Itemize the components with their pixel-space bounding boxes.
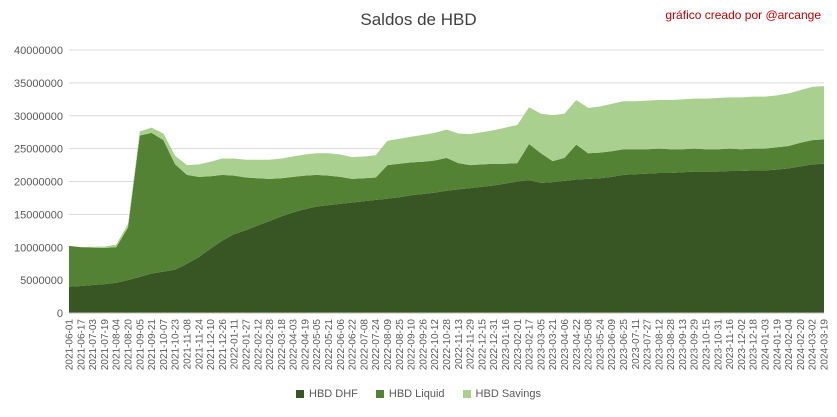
x-tick-label: 2022-08-09	[383, 319, 394, 371]
x-tick-label: 2021-12-10	[206, 319, 217, 371]
legend: HBD DHF HBD Liquid HBD Savings	[0, 388, 837, 400]
x-tick-label: 2022-05-21	[324, 319, 335, 371]
x-tick-label: 2022-02-12	[253, 319, 264, 371]
x-tick-label: 2023-04-06	[560, 319, 571, 371]
area-hbd-savings	[69, 86, 824, 248]
y-tick-label: 15000000	[14, 209, 63, 221]
x-tick-label: 2021-06-01	[65, 319, 76, 371]
x-tick-label: 2023-05-08	[584, 319, 595, 371]
y-tick-label: 30000000	[14, 111, 63, 123]
x-tick-label: 2023-09-13	[678, 319, 689, 371]
area-hbd-liquid	[69, 132, 824, 287]
x-tick-label: 2022-07-08	[359, 319, 370, 371]
x-tick-label: 2022-06-06	[336, 319, 347, 371]
x-tick-label: 2024-02-04	[784, 319, 795, 371]
x-tick-label: 2022-09-10	[407, 319, 418, 371]
x-tick-label: 2021-07-19	[100, 319, 111, 371]
x-tick-label: 2022-10-28	[442, 319, 453, 371]
x-tick-label: 2021-12-26	[218, 319, 229, 371]
y-tick-label: 40000000	[14, 45, 63, 57]
x-tick-label: 2023-03-05	[536, 319, 547, 371]
x-tick-label: 2023-07-27	[643, 319, 654, 371]
x-tick-label: 2023-12-02	[737, 319, 748, 371]
x-tick-label: 2023-06-09	[607, 319, 618, 371]
legend-label: HBD DHF	[309, 388, 358, 400]
x-tick-label: 2021-07-03	[88, 319, 99, 371]
x-tick-label: 2023-10-15	[702, 319, 713, 371]
y-tick-label: 0	[57, 308, 63, 320]
x-tick-label: 2023-03-21	[548, 319, 559, 371]
y-tick-label: 10000000	[14, 242, 63, 254]
x-tick-label: 2023-11-16	[725, 319, 736, 370]
x-tick-label: 2021-08-20	[123, 319, 134, 371]
legend-label: HBD Savings	[475, 388, 541, 400]
x-tick-label: 2022-10-12	[430, 319, 441, 371]
legend-swatch	[296, 390, 305, 398]
x-tick-label: 2024-02-20	[796, 319, 807, 371]
x-tick-label: 2022-04-03	[289, 319, 300, 371]
chart-title: Saldos de HBD	[360, 10, 477, 29]
x-tick-label: 2023-05-24	[595, 319, 606, 371]
x-axis: 2021-06-01 2021-06-17 2021-07-03 2021-07-19…	[65, 312, 831, 371]
x-tick-label: 2022-06-22	[348, 319, 359, 371]
x-tick-label: 2022-09-26	[418, 319, 429, 371]
y-axis: 0 5000000 10000000 15000000 20000000 25000000…	[14, 45, 63, 320]
x-tick-label: 2023-08-12	[654, 319, 665, 371]
x-tick-label: 2024-03-02	[808, 319, 819, 371]
legend-swatch	[462, 390, 471, 398]
x-tick-label: 2023-02-17	[525, 319, 536, 371]
x-tick-label: 2021-09-05	[135, 319, 146, 371]
x-tick-label: 2024-03-19	[820, 319, 831, 371]
x-tick-label: 2022-02-28	[265, 319, 276, 371]
legend-swatch	[375, 390, 384, 398]
x-tick-label: 2023-10-31	[713, 319, 724, 371]
x-tick-label: 2022-12-31	[489, 319, 500, 371]
x-tick-label: 2023-04-22	[572, 319, 583, 371]
x-tick-label: 2021-11-08	[182, 319, 193, 370]
x-tick-label: 2022-11-13	[454, 319, 465, 370]
area-hbd-dhf	[69, 163, 824, 313]
legend-label: HBD Liquid	[388, 388, 445, 400]
x-tick-label: 2024-01-19	[772, 319, 783, 371]
x-tick-label: 2022-05-05	[312, 319, 323, 371]
x-tick-label: 2023-01-16	[501, 319, 512, 371]
chart-credit: gráfico creado por @arcange	[665, 8, 821, 22]
x-tick-label: 2021-10-07	[159, 319, 170, 371]
x-tick-label: 2021-08-04	[112, 319, 123, 371]
y-tick-label: 25000000	[14, 144, 63, 156]
x-tick-label: 2022-11-29	[466, 319, 477, 370]
x-tick-label: 2021-09-21	[147, 319, 158, 371]
x-tick-label: 2021-06-17	[76, 319, 87, 371]
legend-item: HBD Liquid	[375, 388, 445, 400]
x-tick-label: 2021-10-23	[171, 319, 182, 371]
x-tick-label: 2023-08-28	[666, 319, 677, 371]
x-tick-label: 2023-12-18	[749, 319, 760, 371]
x-tick-label: 2024-01-03	[761, 319, 772, 371]
x-tick-label: 2023-02-01	[513, 319, 524, 371]
x-tick-label: 2023-07-11	[631, 319, 642, 370]
x-tick-label: 2023-06-25	[619, 319, 630, 371]
x-tick-label: 2023-09-29	[690, 319, 701, 371]
x-tick-label: 2021-11-24	[194, 319, 205, 370]
stacked-areas	[69, 86, 824, 313]
x-tick-label: 2022-04-19	[300, 319, 311, 371]
legend-item: HBD DHF	[296, 388, 358, 400]
legend-item: HBD Savings	[462, 388, 541, 400]
y-tick-label: 5000000	[20, 275, 63, 287]
x-tick-label: 2022-03-18	[277, 319, 288, 371]
y-tick-label: 35000000	[14, 78, 63, 90]
x-tick-label: 2022-08-25	[395, 319, 406, 371]
y-tick-label: 20000000	[14, 177, 63, 189]
x-tick-label: 2022-01-11	[230, 319, 241, 370]
x-tick-label: 2022-07-24	[371, 319, 382, 371]
x-tick-label: 2022-01-27	[241, 319, 252, 371]
x-tick-label: 2022-12-15	[477, 319, 488, 371]
